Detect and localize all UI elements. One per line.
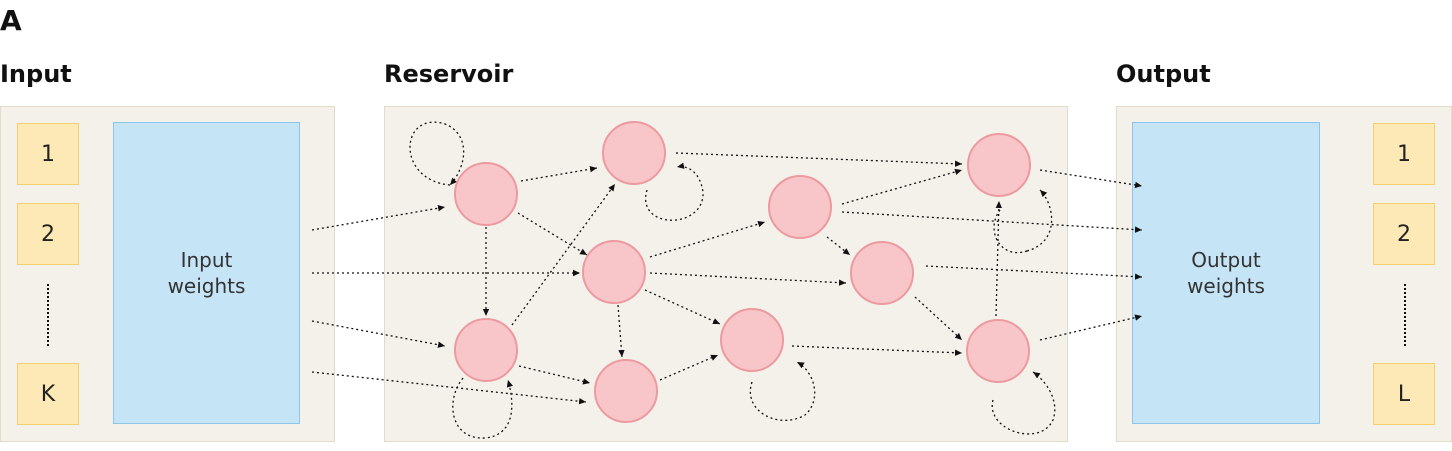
output-connection-arrow (1039, 169, 1143, 189)
self-loop-arrow (749, 361, 816, 421)
input-ellipsis (47, 284, 49, 346)
input-weights-label: Input weights (167, 248, 246, 298)
output-weights-label: Output weights (1187, 248, 1265, 298)
output-connection-arrow (1039, 314, 1143, 341)
self-loop-arrow (409, 121, 465, 186)
reservoir-connection-arrow (841, 168, 963, 205)
reservoir-connection-arrow (518, 365, 591, 385)
output-connection-arrow (925, 265, 1143, 280)
reservoir-neuron (768, 175, 832, 239)
output-connection-arrow (841, 211, 1143, 233)
input-connection-arrow (311, 205, 446, 231)
output-ellipsis (1404, 284, 1406, 346)
reservoir-neuron (720, 308, 784, 372)
input-weights-box: Input weights (113, 122, 300, 424)
reservoir-connection-arrow (791, 345, 963, 356)
output-weights-box: Output weights (1132, 122, 1320, 424)
input-cell-2: 2 (17, 203, 79, 265)
output-cell-2: 2 (1373, 203, 1435, 265)
reservoir-connection-arrow (675, 152, 963, 167)
reservoir-neuron (602, 121, 666, 185)
reservoir-neuron (594, 359, 658, 423)
self-loop-arrow (991, 371, 1056, 435)
reservoir-neuron (850, 241, 914, 305)
reservoir-connection-arrow (649, 272, 847, 286)
self-loop-arrow (993, 190, 1053, 254)
reservoir-panel (384, 106, 1068, 442)
figure-label: A (0, 4, 22, 37)
reservoir-connection-arrow (995, 200, 1003, 317)
input-cell-k: K (17, 363, 79, 425)
output-cell-1: 1 (1373, 123, 1435, 185)
reservoir-connection-arrow (517, 212, 588, 256)
input-title: Input (0, 60, 72, 88)
reservoir-connection-arrow (511, 183, 616, 326)
reservoir-connection-arrow (914, 296, 963, 341)
input-cell-1: 1 (17, 123, 79, 185)
reservoir-neuron (454, 162, 518, 226)
reservoir-connection-arrow (659, 354, 719, 381)
self-loop-arrow (452, 377, 513, 439)
reservoir-connection-arrow (826, 236, 851, 256)
reservoir-neuron (967, 133, 1031, 197)
reservoir-neuron (582, 240, 646, 304)
self-loop-arrow (644, 162, 704, 221)
output-cell-l: L (1373, 363, 1435, 425)
reservoir-title: Reservoir (384, 60, 514, 88)
reservoir-connection-arrow (617, 304, 625, 358)
output-title: Output (1116, 60, 1211, 88)
input-connection-arrow (311, 371, 587, 405)
reservoir-connection-arrow (520, 166, 598, 182)
reservoir-neuron (454, 318, 518, 382)
reservoir-connection-arrow (644, 289, 721, 325)
reservoir-connection-arrow (649, 220, 766, 258)
input-connection-arrow (311, 320, 446, 348)
reservoir-neuron (966, 319, 1030, 383)
